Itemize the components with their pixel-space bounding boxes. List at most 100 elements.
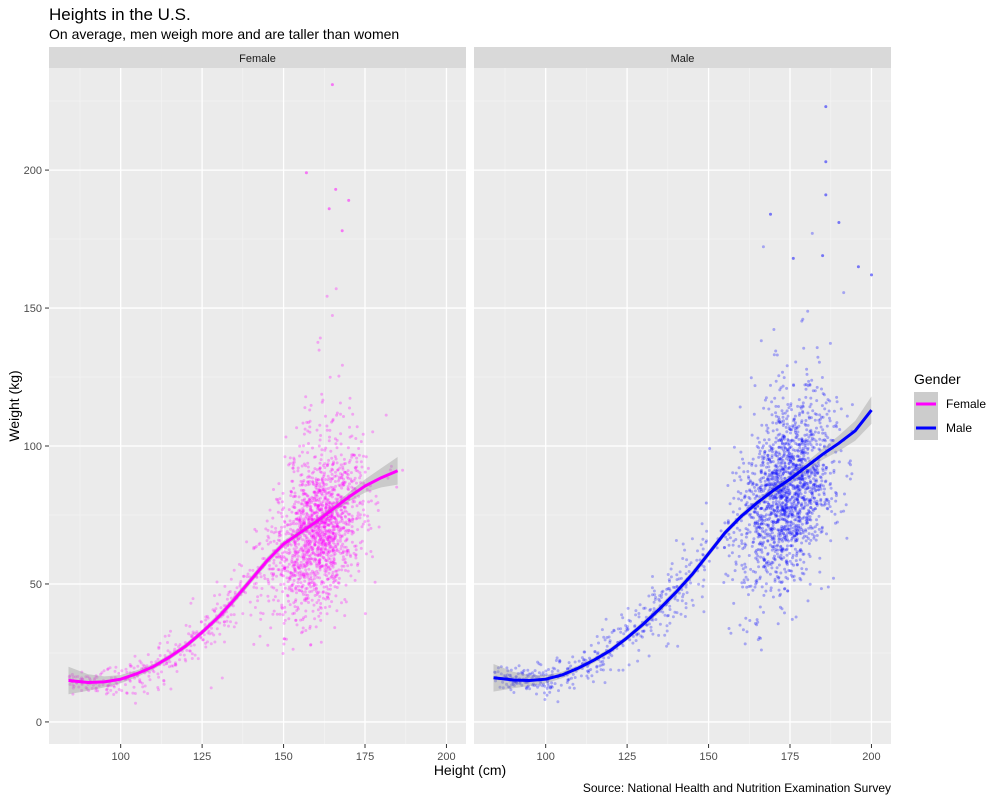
scatter-point: [791, 553, 795, 557]
scatter-point: [301, 552, 305, 556]
scatter-point: [780, 495, 784, 499]
scatter-point: [345, 501, 349, 505]
scatter-point: [785, 560, 789, 564]
scatter-point: [329, 480, 333, 483]
scatter-point: [647, 622, 651, 626]
scatter-point: [785, 535, 789, 539]
scatter-point: [321, 464, 325, 467]
scatter-point: [319, 640, 323, 644]
scatter-point: [654, 595, 658, 599]
scatter-point: [114, 665, 118, 669]
scatter-point: [303, 497, 307, 501]
x-axis: 100 125 150 175 200 100 125 150 175 200: [111, 744, 881, 763]
scatter-point: [292, 486, 296, 490]
scatter-point: [800, 496, 804, 499]
scatter-point: [306, 461, 310, 465]
scatter-point: [301, 590, 304, 594]
scatter-point: [325, 505, 328, 509]
scatter-point: [318, 561, 322, 565]
scatter-point: [818, 485, 822, 489]
scatter-point: [174, 663, 178, 667]
scatter-point: [769, 446, 773, 449]
scatter-point: [675, 578, 679, 582]
scatter-point: [790, 438, 794, 442]
scatter-point: [353, 466, 357, 470]
scatter-point: [148, 670, 151, 674]
scatter-point: [801, 496, 805, 500]
scatter-point: [804, 529, 808, 533]
scatter-point: [235, 586, 239, 590]
scatter-point: [759, 506, 763, 510]
scatter-point: [820, 526, 824, 530]
scatter-point: [333, 516, 337, 520]
scatter-point: [760, 476, 764, 480]
scatter-point: [318, 531, 322, 535]
scatter-point: [624, 629, 628, 633]
scatter-point: [783, 411, 787, 415]
scatter-point: [830, 510, 834, 513]
scatter-point: [765, 441, 768, 445]
scatter-point: [283, 605, 287, 609]
scatter-point: [313, 525, 317, 529]
scatter-point: [317, 467, 321, 471]
scatter-point: [702, 610, 706, 614]
scatter-point: [748, 480, 752, 484]
scatter-point: [821, 472, 825, 476]
scatter-point: [309, 545, 313, 549]
scatter-point: [847, 461, 851, 465]
scatter-point: [652, 607, 656, 611]
scatter-point: [354, 556, 358, 560]
scatter-point: [325, 553, 329, 556]
scatter-point: [756, 620, 760, 624]
scatter-point: [371, 555, 374, 559]
scatter-point: [315, 514, 319, 518]
scatter-point: [322, 482, 326, 486]
scatter-point: [790, 408, 793, 412]
scatter-point: [296, 537, 300, 541]
scatter-point: [232, 568, 236, 572]
scatter-point: [301, 626, 305, 630]
scatter-point: [754, 579, 758, 583]
scatter-point: [790, 452, 794, 456]
scatter-point: [826, 585, 830, 589]
scatter-point: [314, 587, 318, 591]
scatter-point: [780, 439, 783, 443]
scatter-point: [314, 478, 318, 482]
scatter-point: [316, 340, 320, 344]
scatter-point: [306, 501, 310, 505]
scatter-point: [796, 532, 800, 536]
scatter-point: [804, 438, 808, 442]
scatter-point: [283, 586, 287, 590]
scatter-point: [266, 528, 270, 532]
scatter-point: [302, 504, 306, 508]
scatter-point: [790, 480, 794, 484]
strip-female: [49, 47, 466, 68]
scatter-point: [812, 483, 816, 487]
scatter-point: [586, 676, 590, 680]
scatter-point: [285, 551, 289, 555]
scatter-point: [769, 506, 772, 510]
scatter-point: [812, 534, 816, 538]
scatter-point: [293, 560, 297, 564]
scatter-point: [777, 563, 781, 567]
scatter-point: [527, 672, 531, 676]
scatter-point: [845, 414, 849, 418]
scatter-point: [320, 400, 324, 404]
scatter-point: [331, 488, 335, 492]
scatter-point: [297, 518, 301, 522]
scatter-point: [788, 425, 792, 429]
scatter-point: [349, 477, 353, 481]
scatter-point: [816, 484, 820, 488]
scatter-point: [747, 461, 751, 465]
scatter-point: [302, 562, 306, 566]
scatter-point: [828, 341, 832, 345]
scatter-point: [301, 538, 305, 542]
scatter-point: [346, 469, 350, 473]
scatter-point: [321, 556, 325, 560]
scatter-point: [321, 510, 325, 514]
scatter-point: [783, 470, 786, 474]
scatter-point: [339, 463, 343, 467]
scatter-point: [328, 494, 332, 498]
scatter-point: [325, 595, 329, 599]
scatter-point: [684, 606, 688, 610]
